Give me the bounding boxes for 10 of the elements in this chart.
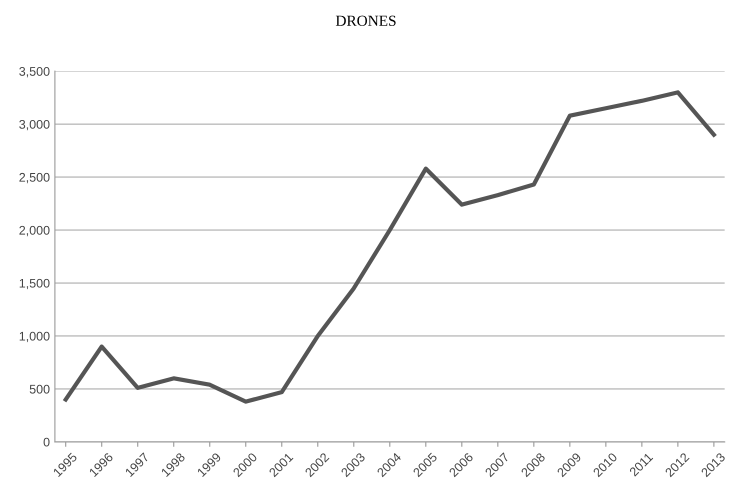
- y-tick-label: 3,500: [19, 66, 50, 78]
- chart-title: DRONES: [336, 16, 396, 26]
- y-tick-label: 1,000: [20, 332, 50, 342]
- y-tick-label: 0: [44, 438, 50, 447]
- line-series: [64, 90, 716, 404]
- y-tick-label: 2,000: [19, 226, 50, 236]
- y-tick-label: 1,500: [20, 278, 50, 290]
- y-tick-label: 3,000: [19, 120, 50, 130]
- y-tick-label: 500: [30, 384, 50, 394]
- y-tick-label: 2,500: [19, 172, 50, 184]
